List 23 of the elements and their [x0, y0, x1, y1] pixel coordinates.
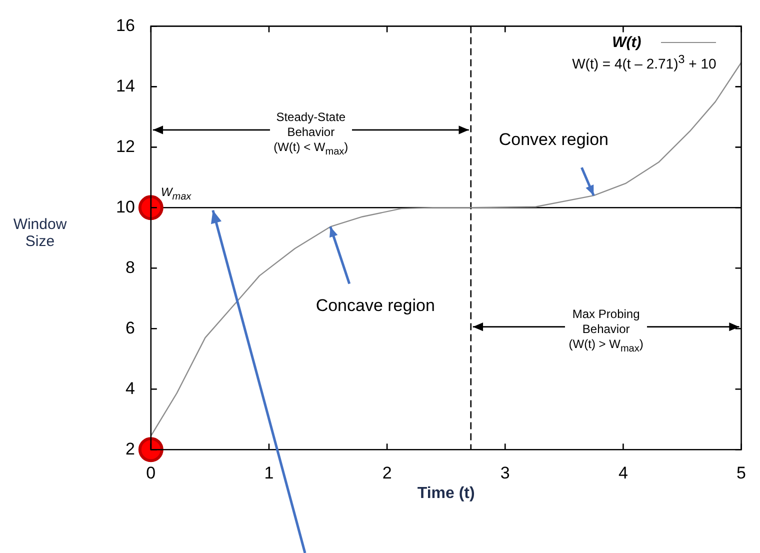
x-tick-label: 0	[146, 463, 156, 482]
x-tick-label: 1	[264, 463, 274, 482]
annotation: Convex region	[498, 130, 610, 150]
y-axis-title: Window Size	[12, 216, 68, 250]
annotation: Concave region	[314, 296, 436, 316]
ref-line-label: W$_{max}$	[160, 184, 192, 202]
y-tick-label: 8	[125, 258, 135, 277]
x-tick-label: 5	[736, 463, 746, 482]
x-tick-label: 2	[382, 463, 392, 482]
y-tick-label: 6	[125, 318, 135, 338]
annotation: Steady-State Behavior (W(t) < W$_{max}$)	[270, 110, 352, 160]
legend-label: W(t)	[612, 34, 642, 52]
annotation: W(t) = 4(t – 2.71)$^{3}$ + 10	[572, 53, 716, 72]
y-tick-label: 12	[116, 136, 135, 156]
y-tick-label: 4	[125, 378, 135, 398]
x-tick-label: 3	[500, 463, 510, 482]
x-tick-label: 4	[618, 463, 628, 482]
y-tick-label: 10	[116, 197, 135, 216]
y-tick-label: 14	[116, 76, 135, 96]
annotation: Max Probing Behavior (W(t) > W$_{max}$)	[564, 306, 648, 356]
y-tick-label: 2	[125, 439, 135, 458]
y-tick-label: 16	[116, 16, 135, 35]
x-axis-title: Time (t)	[416, 484, 476, 503]
